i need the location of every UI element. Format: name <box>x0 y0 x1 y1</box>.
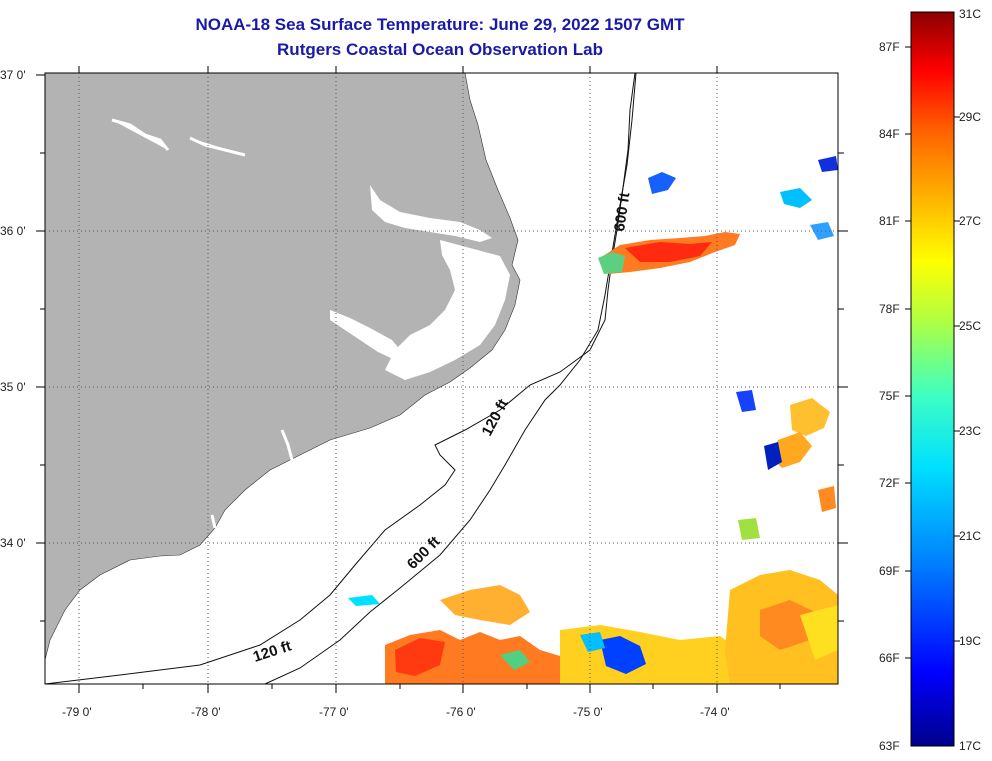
colorbar-label-c: 19C <box>959 634 981 648</box>
colorbar-label-f: 69F <box>879 564 900 578</box>
contour-120ft <box>45 73 636 684</box>
cape-fear-river <box>210 429 294 529</box>
colorbar-label-f: 81F <box>879 214 900 228</box>
map-subtitle: Rutgers Coastal Ocean Observation Lab <box>277 40 603 59</box>
colorbar-label-c: 23C <box>959 424 981 438</box>
colorbar-label-c: 17C <box>959 739 981 753</box>
colorbar-ticks <box>905 46 960 659</box>
lat-label: 35 0' <box>0 380 26 394</box>
colorbar-label-f: 87F <box>879 40 900 54</box>
colorbar-label-c: 21C <box>959 529 981 543</box>
pamlico-sound <box>385 240 510 380</box>
colorbar-label-c: 29C <box>959 110 981 124</box>
colorbar-label-c: 27C <box>959 214 981 228</box>
lat-label: 37 0' <box>0 68 26 82</box>
colorbar-label-c: 25C <box>959 319 981 333</box>
sst-data <box>348 156 838 684</box>
colorbar-label-f: 84F <box>879 127 900 141</box>
map-title: NOAA-18 Sea Surface Temperature: June 29… <box>195 15 685 34</box>
lon-label: -76 0' <box>446 705 476 719</box>
map-frame <box>44 72 839 685</box>
colorbar-label-f: 72F <box>879 476 900 490</box>
colorbar-label-f: 66F <box>879 651 900 665</box>
lon-label: -79 0' <box>62 705 92 719</box>
lat-label: 34 0' <box>0 536 26 550</box>
lon-label: -77 0' <box>319 705 349 719</box>
tick-marks <box>36 66 848 693</box>
lon-label: -74 0' <box>700 705 730 719</box>
colorbar-label-c: 31C <box>959 7 981 21</box>
lat-label: 36 0' <box>0 224 26 238</box>
neuse-river <box>330 310 402 360</box>
temperature-colorbar <box>910 11 955 747</box>
lon-label: -78 0' <box>191 705 221 719</box>
graticule <box>45 73 838 684</box>
albemarle-sound <box>370 185 492 242</box>
lake <box>111 118 246 157</box>
colorbar-label-f: 63F <box>879 739 900 753</box>
lon-label: -75 0' <box>573 705 603 719</box>
colorbar-label-f: 78F <box>879 302 900 316</box>
contour-label-600ft: 600 ft <box>611 191 633 232</box>
colorbar-label-f: 75F <box>879 389 900 403</box>
